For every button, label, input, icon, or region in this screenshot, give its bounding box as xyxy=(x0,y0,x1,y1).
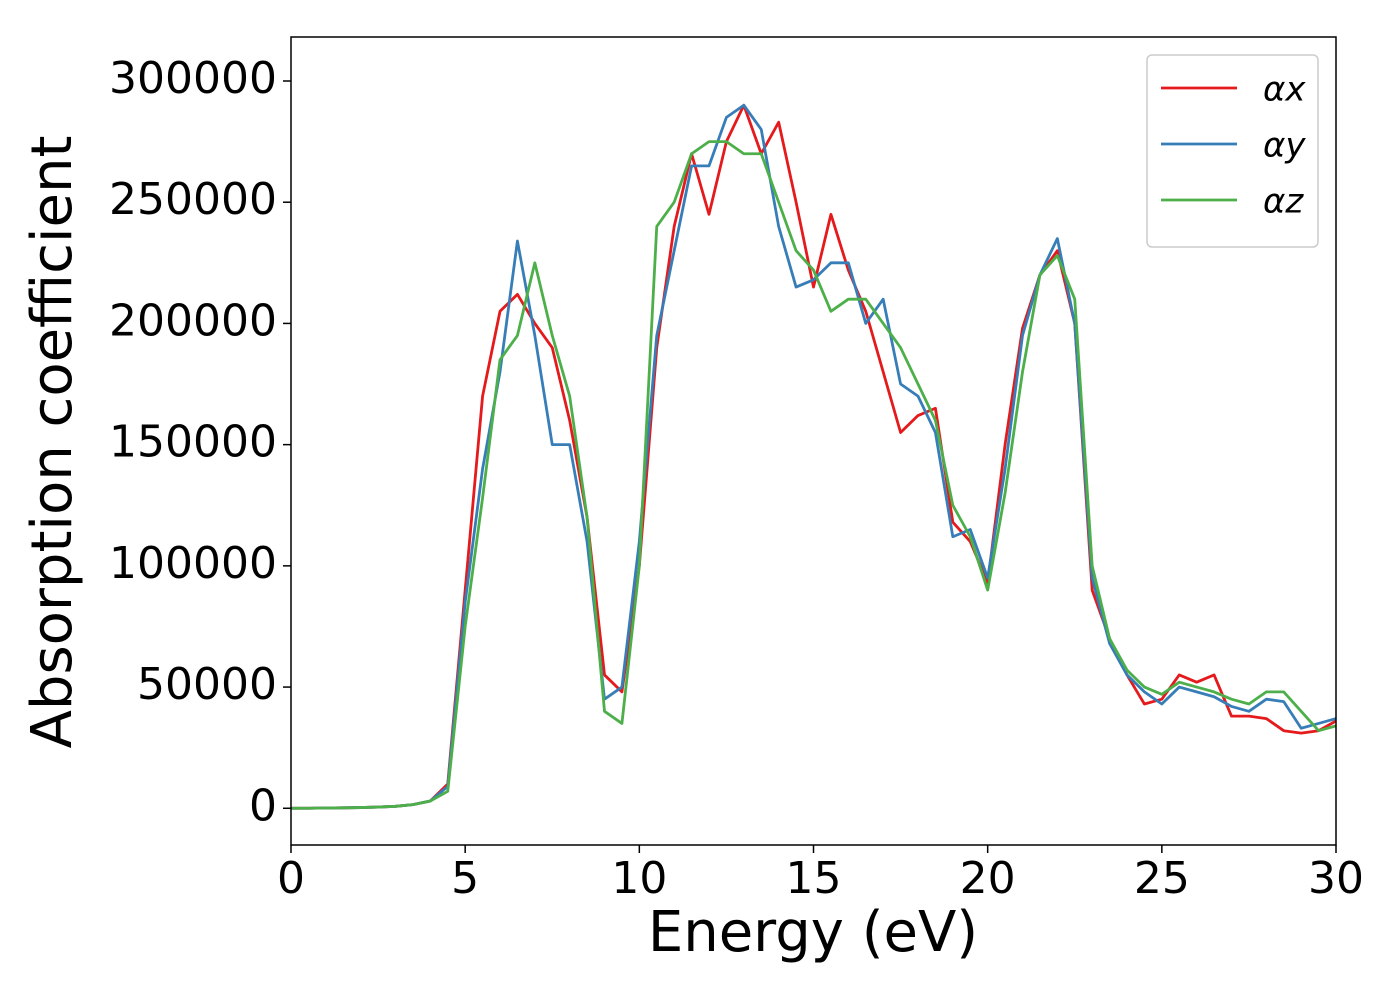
y-tick-label: 300000 xyxy=(109,53,277,104)
x-tick-label: 20 xyxy=(960,853,1016,904)
y-tick-label: 0 xyxy=(249,780,277,831)
legend-label: αz xyxy=(1263,182,1304,222)
y-tick-label: 50000 xyxy=(137,659,277,710)
plot-frame xyxy=(290,36,1337,846)
series-line xyxy=(291,103,1337,810)
y-axis-label: Absorption coefficient xyxy=(20,136,85,749)
x-tick-label: 10 xyxy=(611,853,667,904)
series-line xyxy=(291,103,1337,810)
y-tick-label: 100000 xyxy=(109,538,277,589)
x-tick-label: 5 xyxy=(451,853,479,904)
x-tick-label: 30 xyxy=(1308,853,1364,904)
y-tick-label: 250000 xyxy=(109,174,277,225)
y-tick-label: 150000 xyxy=(109,417,277,468)
x-tick-label: 25 xyxy=(1134,853,1190,904)
x-tick-label: 0 xyxy=(277,853,305,904)
x-tick-label: 15 xyxy=(786,853,842,904)
legend-label: αy xyxy=(1263,126,1306,166)
x-axis-label: Energy (eV) xyxy=(648,900,978,965)
y-tick-label: 200000 xyxy=(109,295,277,346)
legend-label: αx xyxy=(1263,70,1306,110)
series-line xyxy=(291,140,1337,810)
